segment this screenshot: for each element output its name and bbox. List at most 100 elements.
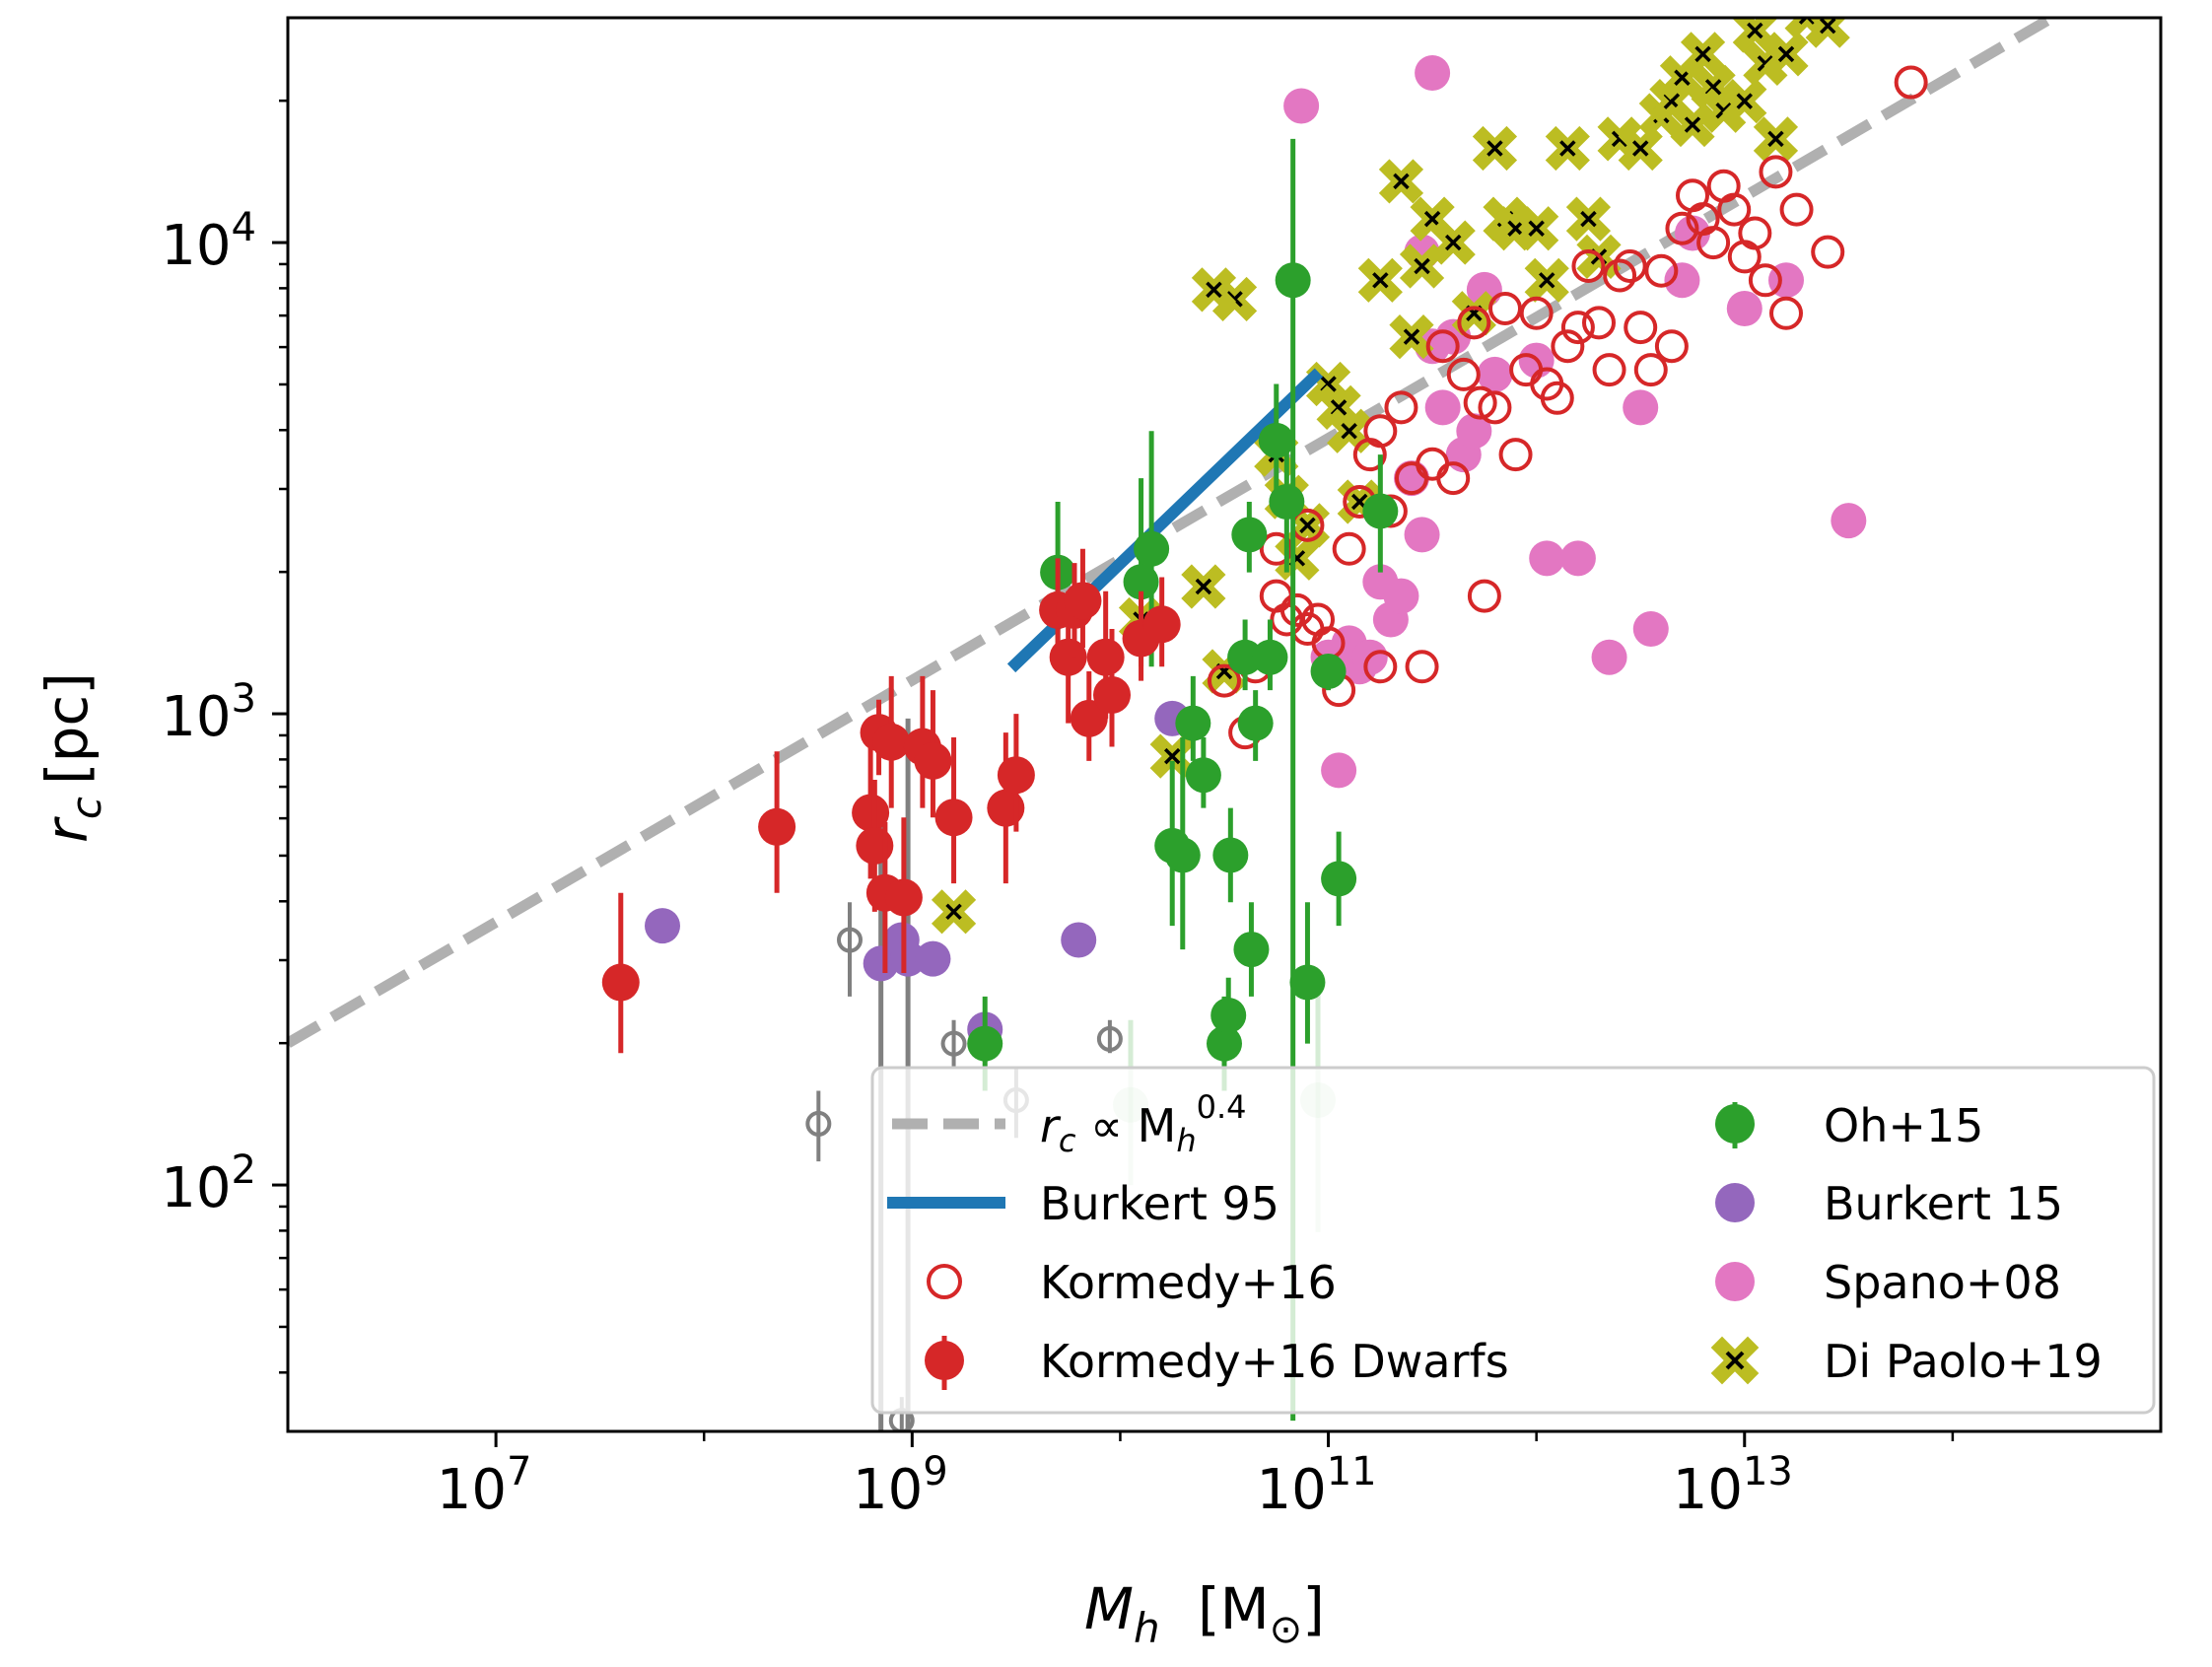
dipaolo-point-inner (1684, 116, 1701, 133)
spano-point (1477, 356, 1513, 392)
kormendy-dwarf-point (852, 794, 890, 832)
dipaolo-point-inner (1423, 210, 1441, 228)
spano-point (1664, 262, 1700, 299)
oh15-point (1175, 705, 1211, 741)
x-axis-label: Mh [M⊙] (1084, 1575, 1325, 1652)
dipaolo-point (1784, 18, 1830, 39)
kormendy-point (1540, 381, 1574, 415)
legend-label-burkert15: Burkert 15 (1824, 1177, 2063, 1230)
kormendy-point (1425, 329, 1460, 364)
kormendy-point (1571, 248, 1606, 283)
oh15-point (1210, 997, 1247, 1033)
gray-point (1096, 1025, 1123, 1052)
kormendy-point (1582, 306, 1616, 340)
dipaolo-point-inner (1559, 140, 1576, 157)
kormendy-dwarf-point (914, 741, 952, 780)
svg-text:Mh: Mh (1084, 1575, 1160, 1652)
kormendy-point (1560, 311, 1595, 345)
gray-point (837, 927, 863, 953)
kormendy-point (1759, 155, 1793, 189)
dipaolo-point-inner (1206, 281, 1222, 299)
kormendy-point (1748, 263, 1782, 298)
kormendy-point (1613, 248, 1647, 283)
dipaolo-point-inner (1631, 140, 1649, 157)
oh15-point (1134, 530, 1170, 567)
spano-point (1529, 540, 1565, 577)
dipaolo-point-inner (1538, 272, 1555, 289)
kormendy-dwarf-point (987, 789, 1025, 827)
legend-box (870, 1066, 2156, 1415)
legend-key-spano (1715, 1262, 1755, 1301)
kormendy-dwarf-point (0, 1166, 15, 1204)
dipaolo-point-inner (1163, 747, 1181, 765)
kormendy-point (1696, 226, 1731, 260)
burkert15-point (1061, 922, 1097, 958)
spano-point (1726, 290, 1763, 326)
kormendy-point (1738, 216, 1772, 250)
kormendy-dwarf-point (758, 807, 796, 846)
legend-label-kormendy: Kormedy+16 (1040, 1256, 1337, 1309)
dipaolo-point-inner (1195, 578, 1212, 595)
x-tick-label: 107 (437, 1449, 532, 1522)
legend-label-oh15: Oh+15 (1824, 1099, 1983, 1152)
kormendy-dwarf-point (601, 963, 640, 1002)
dipaolo-point-inner (1299, 517, 1316, 534)
legend-label-kormendy-dwarfs: Kormedy+16 Dwarfs (1040, 1335, 1509, 1388)
dipaolo-point-inner (1767, 130, 1784, 148)
spano-point (1283, 88, 1320, 124)
dipaolo-point-inner (1674, 69, 1691, 87)
kormendy-dwarf-point (884, 878, 923, 917)
kormendy-dwarf-point (872, 723, 911, 761)
y-tick-label: 104 (161, 205, 256, 278)
kormendy-point (1644, 253, 1679, 288)
oh15-point (1321, 861, 1357, 897)
dipaolo-point-inner (1507, 220, 1524, 237)
spano-point (1383, 578, 1419, 614)
spano-point (1559, 540, 1596, 577)
kormendy-dwarf-point (1093, 675, 1131, 714)
burkert15-point (645, 908, 680, 944)
kormendy-point (1592, 353, 1626, 387)
gray-point (805, 1110, 832, 1137)
spano-point (1632, 611, 1669, 648)
legend-label-dipaolo: Di Paolo+19 (1824, 1335, 2103, 1388)
kormendy-point (1446, 357, 1481, 391)
dipaolo-point-inner (1393, 173, 1410, 190)
plot-area (0, 18, 2055, 1431)
y-tick-label: 102 (161, 1147, 256, 1220)
kormendy-point (1457, 306, 1491, 340)
oh15-point (1269, 483, 1305, 520)
oh15-point (1212, 837, 1249, 873)
spano-point (1456, 413, 1492, 450)
kormendy-point (1478, 390, 1512, 425)
oh15-point (1362, 493, 1399, 529)
gray-point (940, 1030, 967, 1057)
kormendy-point (1894, 65, 1928, 100)
axis-ticks: 107 109 1011 1013 102 103 104 (161, 99, 1955, 1522)
kormendy-point (1654, 329, 1689, 364)
legend-key-dipaolo (1710, 1336, 1760, 1385)
legend-label-spano: Spano+08 (1824, 1256, 2061, 1309)
dipaolo-point-inner (1414, 257, 1430, 275)
svg-text:rc[pc]: rc[pc] (34, 672, 110, 843)
dipaolo-point-inner (1777, 45, 1795, 63)
dipaolo-point-inner (1528, 220, 1545, 237)
oh15-point (1237, 705, 1274, 741)
kormendy-dwarf-point (1086, 638, 1125, 676)
legend-key-kormendy (927, 1264, 962, 1299)
kormendy-point (1384, 390, 1418, 425)
spano-point (1404, 517, 1440, 553)
dipaolo-point-inner (1341, 423, 1357, 440)
kormendy-point (1363, 650, 1398, 684)
kormendy-dwarf-point (1049, 638, 1087, 676)
oh15-point (1275, 262, 1311, 299)
oh15-point (967, 1025, 1003, 1062)
dipaolo-point-inner (1747, 22, 1763, 39)
oh15-point (1207, 1025, 1242, 1062)
y-axis-label: rc[pc] (34, 672, 110, 843)
kormendy-point (1551, 329, 1585, 364)
burkert15-point (890, 940, 927, 977)
svg-text:[M⊙]: [M⊙] (1198, 1575, 1325, 1652)
legend-key-burkert15 (1715, 1183, 1755, 1222)
